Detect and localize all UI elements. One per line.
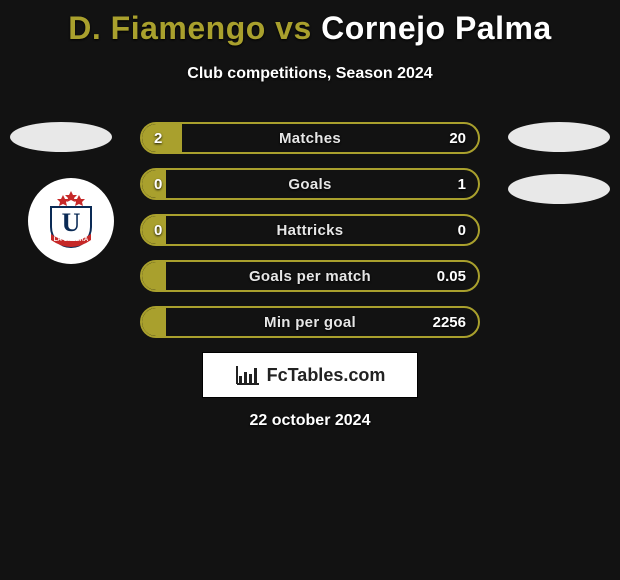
stat-row-min-per-goal: Min per goal 2256 (140, 306, 480, 338)
player1-placeholder (10, 122, 112, 152)
team-badge-icon: U LA CALERA (39, 189, 103, 253)
stat-row-matches: 2 Matches 20 (140, 122, 480, 154)
stat-label: Goals per match (142, 262, 478, 290)
player1-name: D. Fiamengo (68, 10, 266, 46)
player2-name: Cornejo Palma (321, 10, 552, 46)
stat-label: Matches (142, 124, 478, 152)
player2-placeholder-b (508, 174, 610, 204)
stat-label: Min per goal (142, 308, 478, 336)
stat-right-value: 0.05 (437, 262, 466, 290)
bar-chart-icon (235, 364, 261, 386)
brand-text: FcTables.com (267, 365, 386, 386)
stat-label: Goals (142, 170, 478, 198)
vs-label: vs (275, 10, 312, 46)
stat-right-value: 2256 (433, 308, 466, 336)
team-badge: U LA CALERA (28, 178, 114, 264)
stats-panel: 2 Matches 20 0 Goals 1 0 Hattricks 0 Goa… (140, 122, 480, 352)
date-label: 22 october 2024 (0, 412, 620, 430)
stat-right-value: 20 (449, 124, 466, 152)
svg-text:LA CALERA: LA CALERA (54, 237, 89, 243)
page-title: D. Fiamengo vs Cornejo Palma (0, 0, 620, 47)
stat-row-hattricks: 0 Hattricks 0 (140, 214, 480, 246)
stat-row-goals: 0 Goals 1 (140, 168, 480, 200)
stat-right-value: 1 (458, 170, 466, 198)
brand-box: FcTables.com (202, 352, 418, 398)
svg-text:U: U (62, 208, 81, 237)
stat-row-goals-per-match: Goals per match 0.05 (140, 260, 480, 292)
stat-right-value: 0 (458, 216, 466, 244)
stat-label: Hattricks (142, 216, 478, 244)
player2-placeholder-a (508, 122, 610, 152)
subtitle: Club competitions, Season 2024 (0, 65, 620, 83)
